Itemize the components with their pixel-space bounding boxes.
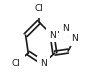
Text: N: N	[49, 31, 55, 40]
Text: N: N	[62, 24, 69, 33]
Text: Cl: Cl	[12, 59, 21, 68]
Text: Cl: Cl	[34, 4, 43, 13]
Text: N: N	[71, 34, 78, 43]
Text: N: N	[40, 59, 47, 68]
